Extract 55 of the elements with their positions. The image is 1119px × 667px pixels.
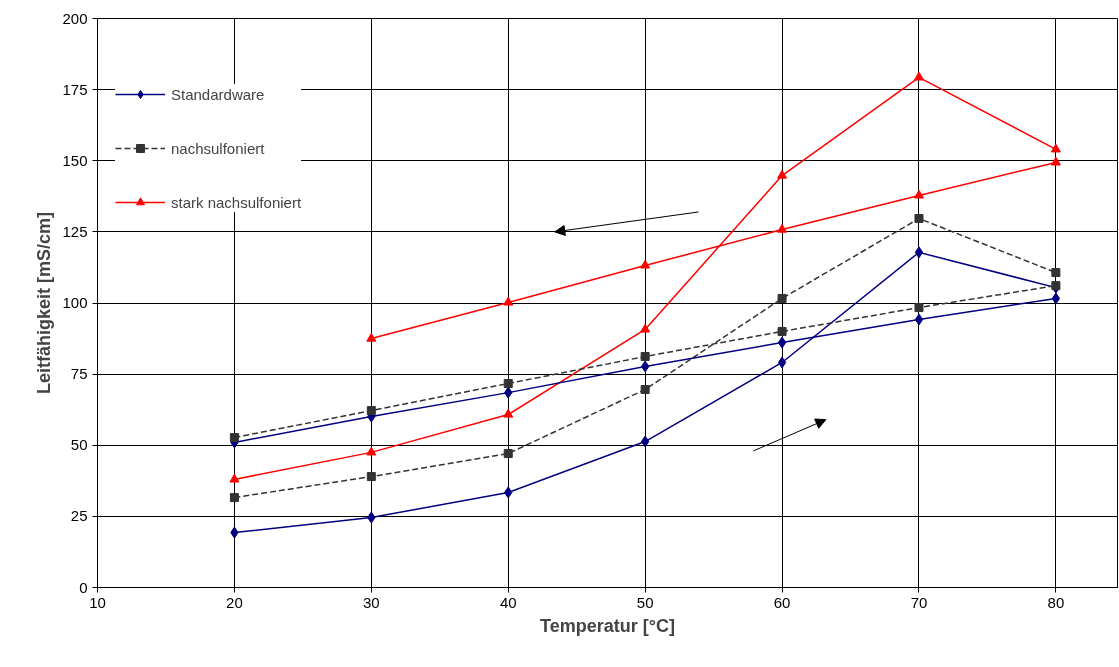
point — [1051, 268, 1061, 278]
y-tick-label: 100 — [62, 294, 88, 311]
y-tick-label: 25 — [70, 507, 88, 525]
point — [1050, 156, 1061, 166]
x-tick-label: 80 — [1047, 593, 1065, 611]
point — [914, 303, 924, 313]
point — [777, 169, 788, 179]
point — [229, 433, 239, 443]
point — [1051, 292, 1061, 305]
point — [777, 356, 787, 369]
x-tick-label: 50 — [636, 593, 654, 611]
point — [640, 259, 651, 269]
point — [366, 472, 376, 482]
point — [366, 446, 377, 456]
y-tick-label: 200 — [62, 9, 88, 27]
y-tick-label: 125 — [62, 222, 88, 240]
legend-label: stark nachsulfoniert — [171, 192, 302, 212]
point — [640, 323, 651, 333]
point — [914, 313, 924, 326]
point — [777, 326, 787, 336]
point — [1050, 143, 1061, 153]
point — [366, 332, 377, 342]
point — [777, 223, 788, 233]
x-tick-label: 70 — [910, 593, 928, 611]
x-tick-label: 20 — [226, 593, 243, 611]
point — [503, 296, 514, 306]
point — [503, 449, 513, 458]
legend-label: Standardware — [171, 84, 265, 104]
point — [503, 408, 514, 418]
point — [777, 293, 787, 303]
point — [640, 351, 650, 361]
y-tick-label: 150 — [62, 151, 88, 169]
y-axis-title: Leitfähigkeit [mS/cm] — [34, 211, 55, 395]
point — [503, 379, 513, 389]
point — [366, 406, 376, 416]
y-tick-label: 75 — [70, 365, 88, 383]
point — [640, 360, 650, 373]
point — [640, 384, 650, 394]
x-axis-title: Temperatur [°C] — [540, 615, 675, 636]
point — [229, 473, 240, 483]
x-tick-label: 30 — [362, 593, 380, 611]
y-tick-label: 0 — [79, 578, 88, 596]
y-tick-label: 175 — [62, 80, 88, 98]
x-tick-label: 10 — [89, 593, 106, 611]
point — [229, 493, 239, 503]
point — [914, 214, 924, 223]
y-tick-label: 50 — [70, 436, 88, 454]
point — [777, 336, 787, 349]
point — [913, 189, 924, 199]
legend-label: nachsulfoniert — [171, 138, 265, 158]
point — [640, 435, 650, 448]
point — [913, 71, 924, 81]
x-tick-label: 40 — [499, 593, 517, 611]
point — [914, 246, 924, 259]
x-tick-label: 60 — [773, 593, 791, 611]
